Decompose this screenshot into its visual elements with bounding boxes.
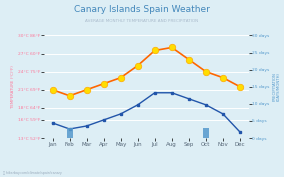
Y-axis label: TEMPERATURE (°C/°F): TEMPERATURE (°C/°F): [11, 65, 15, 108]
Point: [135, 64, 140, 67]
Bar: [203, 128, 209, 138]
Point: [84, 88, 89, 91]
Point: [50, 88, 55, 91]
Point: [204, 70, 208, 73]
Bar: [66, 128, 73, 138]
Point: [170, 46, 174, 49]
Point: [221, 76, 225, 79]
Point: [118, 76, 123, 79]
Text: ⓘ hikerbay.com/climate/spain/canary: ⓘ hikerbay.com/climate/spain/canary: [3, 171, 62, 175]
Y-axis label: PRECIPITATION
(DAYS/MONTH): PRECIPITATION (DAYS/MONTH): [272, 72, 281, 101]
Point: [238, 85, 242, 88]
Text: Canary Islands Spain Weather: Canary Islands Spain Weather: [74, 5, 210, 14]
Text: AVERAGE MONTHLY TEMPERATURE AND PRECIPITATION: AVERAGE MONTHLY TEMPERATURE AND PRECIPIT…: [85, 19, 199, 24]
Point: [187, 58, 191, 61]
Point: [101, 82, 106, 85]
Point: [67, 94, 72, 97]
Point: [153, 49, 157, 52]
